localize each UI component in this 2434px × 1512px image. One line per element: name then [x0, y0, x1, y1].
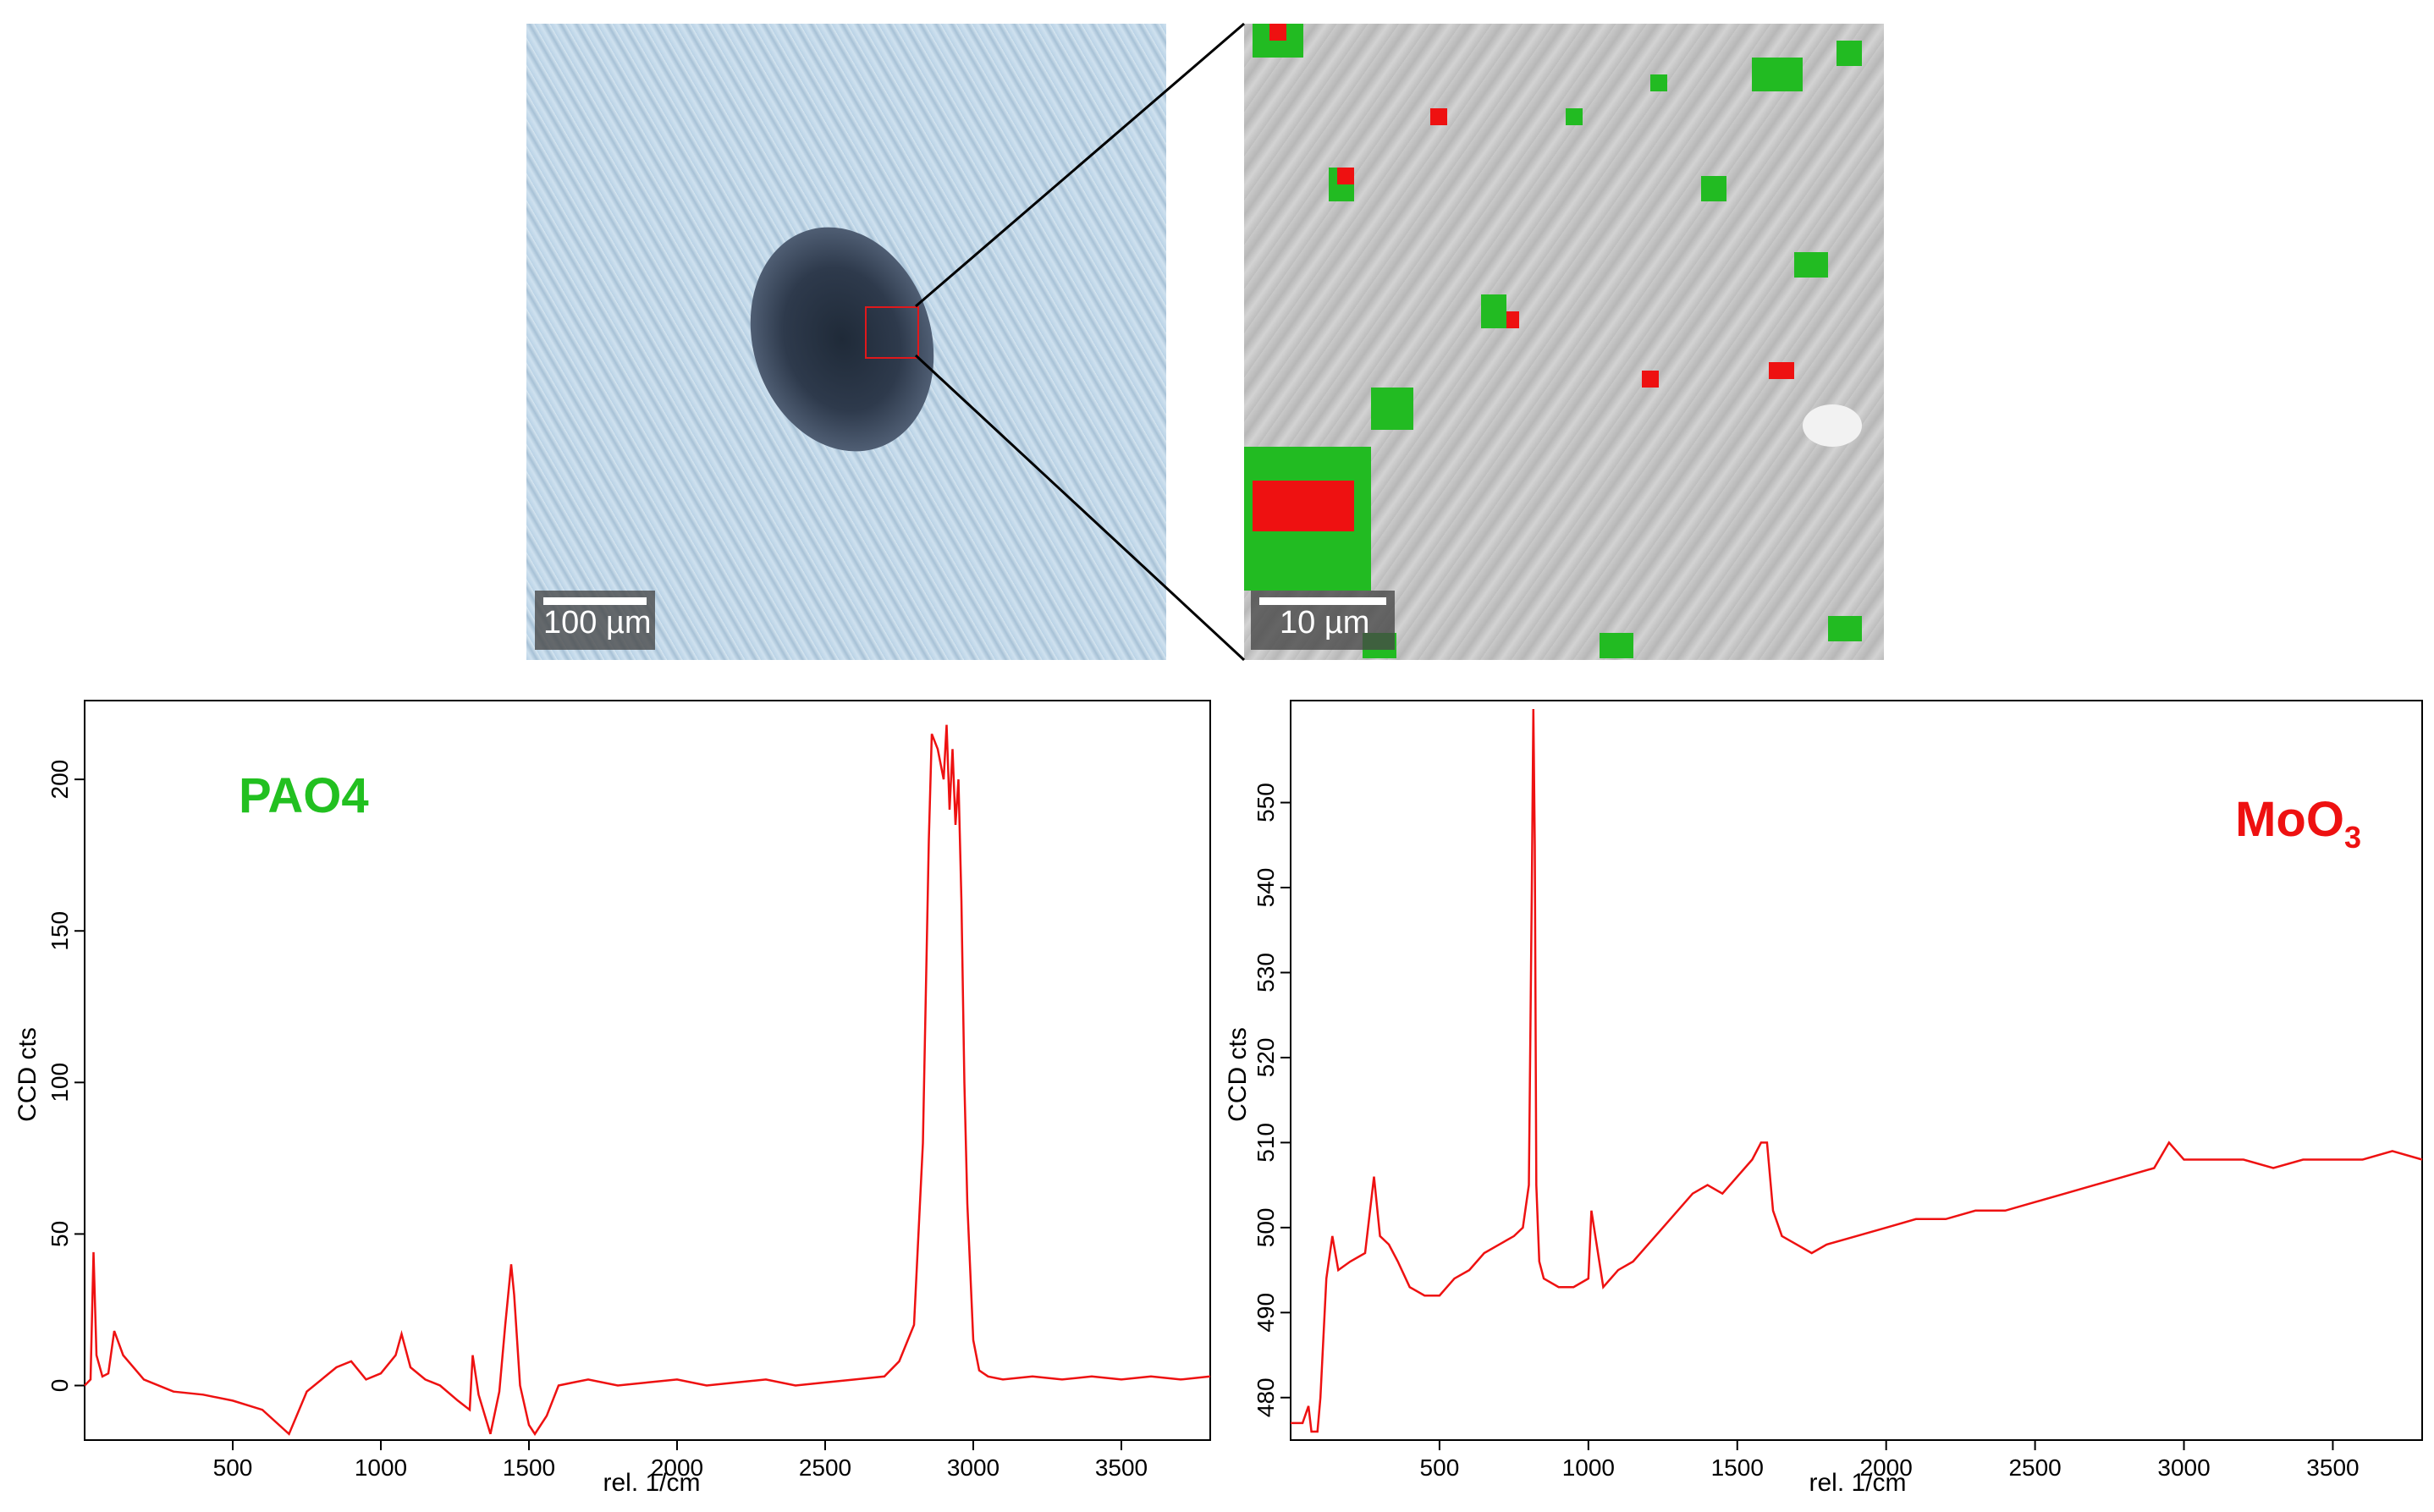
x-axis-label: rel. 1/cm: [603, 1469, 700, 1497]
wear-scar: [722, 203, 962, 476]
scale-bar-line: [1259, 597, 1386, 605]
chart-moo3: 480 490 500 510 520 530 540 550 500 1000 1500 2000…: [1224, 700, 2423, 1497]
x-tick-label: 500: [1420, 1454, 1460, 1481]
y-tick-label: 510: [1253, 1123, 1279, 1163]
x-tick-label: 2500: [799, 1454, 851, 1481]
x-tick-label: 3000: [2157, 1454, 2210, 1481]
scale-bar: 10 µm: [1251, 591, 1395, 650]
y-axis: 480 490 500 510 520 530 540 550: [1253, 783, 1291, 1417]
x-tick-label: 2000: [1860, 1454, 1913, 1481]
y-axis: 0 50 100 150 200: [47, 760, 85, 1393]
x-tick-label: 1500: [1711, 1454, 1764, 1481]
series-line: [84, 724, 1211, 1437]
annotation-moo3-base: MoO: [2235, 792, 2344, 847]
chart-pao4: 0 50 100 150 200 500 1000 1500 2000 2500 3000 3500…: [14, 700, 1211, 1497]
scale-bar: 100 µm: [535, 591, 655, 650]
x-tick-label: 500: [213, 1454, 253, 1481]
y-tick-label: 200: [47, 760, 73, 800]
x-axis-label: rel. 1/cm: [1809, 1469, 1906, 1497]
y-tick-label: 50: [47, 1221, 73, 1247]
selection-box: [865, 306, 919, 359]
y-tick-label: 0: [47, 1379, 73, 1393]
raman-map-overlay: [1244, 24, 1862, 658]
y-tick-label: 100: [47, 1063, 73, 1102]
annotation-moo3-subscript: 3: [2344, 820, 2361, 855]
x-tick-label: 2000: [651, 1454, 703, 1481]
scale-bar-line: [543, 597, 647, 605]
y-tick-label: 490: [1253, 1293, 1279, 1333]
plot-frame: [84, 700, 1211, 1441]
y-tick-label: 480: [1253, 1377, 1279, 1417]
x-axis: 500 1000 1500 2000 2500 3000 3500: [213, 1440, 1148, 1481]
x-tick-label: 3500: [2306, 1454, 2359, 1481]
y-tick-label: 520: [1253, 1038, 1279, 1078]
bright-spot: [1803, 404, 1862, 447]
scale-bar-label: 10 µm: [1280, 605, 1370, 641]
y-tick-label: 550: [1253, 783, 1279, 822]
raman-map-image: 10 µm: [1244, 24, 1884, 660]
x-tick-label: 1000: [1562, 1454, 1615, 1481]
scale-bar-label: 100 µm: [543, 605, 652, 641]
annotation-pao4: PAO4: [239, 768, 369, 823]
y-tick-label: 540: [1253, 868, 1279, 908]
x-tick-label: 3500: [1095, 1454, 1148, 1481]
x-tick-label: 1500: [503, 1454, 555, 1481]
x-tick-label: 3000: [947, 1454, 999, 1481]
y-axis-label: CCD cts: [1224, 1027, 1252, 1122]
y-tick-label: 150: [47, 911, 73, 951]
x-tick-label: 1000: [355, 1454, 407, 1481]
series-line: [1291, 708, 2423, 1433]
annotation-moo3: MoO3: [2235, 792, 2361, 855]
optical-micrograph-image: 100 µm: [526, 24, 1166, 660]
y-axis-label: CCD cts: [14, 1027, 41, 1122]
x-tick-label: 2500: [2008, 1454, 2061, 1481]
y-tick-label: 530: [1253, 953, 1279, 992]
x-axis: 500 1000 1500 2000 2500 3000 3500: [1420, 1440, 2360, 1481]
plot-frame: [1290, 700, 2423, 1441]
y-tick-label: 500: [1253, 1207, 1279, 1247]
